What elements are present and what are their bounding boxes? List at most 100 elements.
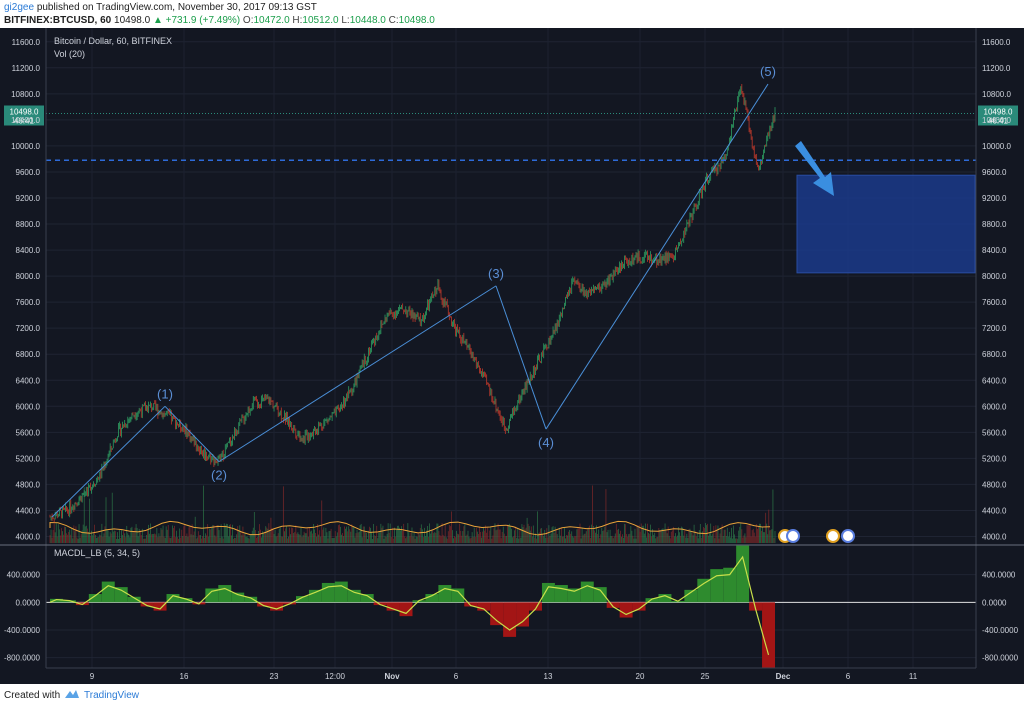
price-tick-right: 9600.0 bbox=[982, 168, 1007, 177]
macd-histogram-bar bbox=[114, 587, 128, 603]
price-tick-left: 5600.0 bbox=[16, 428, 41, 437]
macd-histogram-bar bbox=[580, 581, 594, 603]
macd-tick-right: -800.0000 bbox=[982, 654, 1019, 663]
price-tick-left: 10000.0 bbox=[11, 142, 40, 151]
macd-histogram-bar bbox=[270, 602, 284, 611]
price-tick-right: 5600.0 bbox=[982, 428, 1007, 437]
macd-histogram-bar bbox=[257, 602, 271, 607]
macd-histogram-bar bbox=[477, 602, 491, 611]
wave-label: (4) bbox=[538, 435, 554, 450]
macd-histogram-bar bbox=[166, 594, 180, 603]
wave-segment bbox=[495, 285, 547, 430]
macd-tick-left: -400.0000 bbox=[4, 626, 41, 635]
price-tick-left: 10800.0 bbox=[11, 90, 40, 99]
macd-histogram-bar bbox=[373, 602, 387, 606]
macd-histogram-bar bbox=[386, 602, 400, 611]
price-tick-left: 8800.0 bbox=[16, 220, 41, 229]
countdown-value: 46:41 bbox=[988, 116, 1009, 125]
macd-histogram-bar bbox=[140, 602, 154, 607]
macd-title: MACDL_LB (5, 34, 5) bbox=[54, 548, 140, 558]
macd-tick-left: -800.0000 bbox=[4, 654, 41, 663]
price-tick-right: 10000.0 bbox=[982, 142, 1011, 151]
chart-background bbox=[0, 28, 1024, 684]
time-tick: Dec bbox=[776, 672, 791, 681]
price-tick-right: 7200.0 bbox=[982, 324, 1007, 333]
wave-segment bbox=[164, 405, 220, 462]
high-value: 10512.0 bbox=[302, 15, 339, 26]
price-tick-right: 7600.0 bbox=[982, 298, 1007, 307]
time-tick: 16 bbox=[180, 672, 189, 681]
price-tick-left: 4800.0 bbox=[16, 480, 41, 489]
price-tick-right: 10800.0 bbox=[982, 90, 1011, 99]
wave-label: (5) bbox=[760, 64, 776, 79]
macd-histogram-bar bbox=[153, 602, 167, 611]
low-label: L: bbox=[341, 15, 350, 26]
price-tick-left: 9600.0 bbox=[16, 168, 41, 177]
price-tick-right: 8000.0 bbox=[982, 272, 1007, 281]
macd-histogram-bar bbox=[438, 585, 452, 603]
last-price-value: 10498.0 bbox=[984, 107, 1013, 116]
macd-histogram-bar bbox=[541, 582, 555, 603]
price-tick-left: 11600.0 bbox=[12, 38, 41, 47]
low-value: 10448.0 bbox=[349, 15, 386, 26]
tradingview-logo-icon bbox=[65, 690, 79, 698]
axes: 11600.0 11600.0 11200.0 11200.0 10800.0 10800… bbox=[0, 28, 1024, 681]
event-flag-icon bbox=[841, 529, 855, 543]
last-price-tag-right bbox=[978, 105, 1018, 126]
macd-histogram-bar bbox=[88, 594, 102, 603]
last-price-value: 10498.0 bbox=[10, 107, 39, 116]
open-value: 10472.0 bbox=[253, 15, 290, 26]
price-tick-right: 10400.0 bbox=[982, 116, 1011, 125]
wave-segment bbox=[218, 285, 497, 463]
price-tick-left: 6400.0 bbox=[16, 376, 41, 385]
time-tick: 12:00 bbox=[325, 672, 346, 681]
wave-label: (2) bbox=[211, 468, 227, 483]
macd-signal-line bbox=[49, 555, 770, 656]
time-tick: 20 bbox=[636, 672, 645, 681]
time-tick: 6 bbox=[846, 672, 851, 681]
macd-histogram-bar bbox=[360, 594, 374, 603]
macd-histogram-bar bbox=[529, 602, 542, 611]
price-tick-right: 8400.0 bbox=[982, 246, 1007, 255]
macd-histogram-bar bbox=[658, 594, 672, 603]
macd-histogram-bar bbox=[619, 602, 633, 618]
wave-label: (3) bbox=[488, 266, 504, 281]
macd-histogram-bar bbox=[464, 602, 478, 607]
price-tick-right: 6400.0 bbox=[982, 376, 1007, 385]
created-with-text: Created with bbox=[4, 690, 61, 701]
price-chart[interactable]: (1)(2)(3)(4)(5) 10498.046:4110498.046:41… bbox=[0, 28, 1024, 684]
close-value: 10498.0 bbox=[398, 15, 435, 26]
published-text: published on TradingView.com, November 3… bbox=[36, 2, 317, 13]
macd-histogram-bar bbox=[593, 587, 607, 603]
macd-histogram-bar bbox=[101, 581, 115, 603]
tradingview-link[interactable]: TradingView bbox=[84, 690, 140, 701]
macd-histogram-bar bbox=[503, 602, 517, 637]
close-label: C: bbox=[388, 15, 399, 26]
price-tick-right: 4400.0 bbox=[982, 506, 1007, 515]
price-tick-left: 8400.0 bbox=[16, 246, 41, 255]
time-tick: 6 bbox=[454, 672, 459, 681]
macd-histogram-bar bbox=[205, 588, 219, 603]
author-link[interactable]: gi2gee bbox=[4, 2, 35, 13]
macd-histogram-bar bbox=[218, 585, 232, 603]
macd-histogram-bar bbox=[244, 596, 258, 603]
macd-histogram-bar bbox=[425, 594, 439, 603]
time-tick: 23 bbox=[270, 672, 279, 681]
price-tick-left: 7200.0 bbox=[16, 324, 41, 333]
price-tick-right: 11200.0 bbox=[982, 64, 1011, 73]
macd-histogram-bar bbox=[749, 602, 763, 611]
macd-histogram-bar bbox=[50, 598, 63, 603]
macd-histogram-bar bbox=[736, 545, 750, 603]
footer: Created with TradingView bbox=[0, 684, 1024, 707]
macd-tick-right: -400.0000 bbox=[982, 626, 1019, 635]
price-tick-left: 6800.0 bbox=[16, 350, 41, 359]
time-tick: 25 bbox=[701, 672, 710, 681]
price-tick-left: 7600.0 bbox=[16, 298, 41, 307]
open-label: O: bbox=[242, 15, 254, 26]
volume-bars bbox=[49, 485, 776, 543]
macd-histogram-bar bbox=[516, 602, 530, 627]
event-flag-icon bbox=[826, 529, 840, 543]
macd-histogram-bar bbox=[632, 602, 646, 611]
macd-histogram-bar bbox=[645, 598, 659, 603]
price-tick-left: 4400.0 bbox=[16, 506, 41, 515]
